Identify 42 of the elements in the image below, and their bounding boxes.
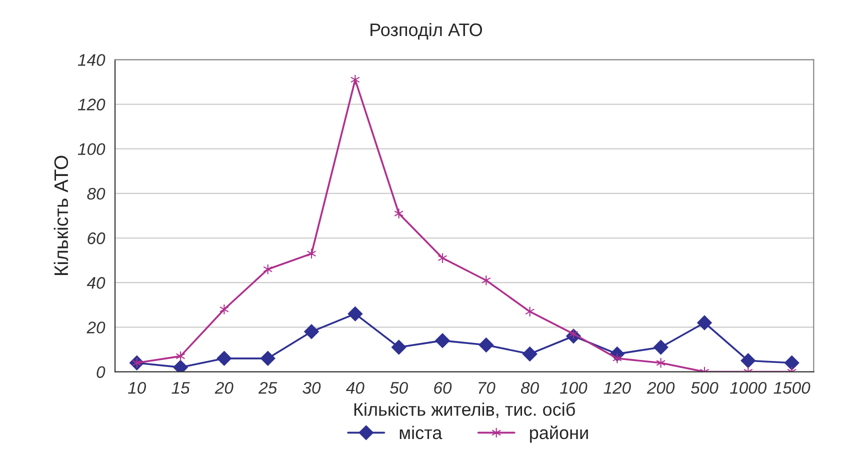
x-tick-label: 40 bbox=[346, 382, 364, 394]
legend-label: міста bbox=[400, 426, 442, 440]
y-tick-label: 140 bbox=[78, 54, 106, 66]
y-tick-label: 100 bbox=[78, 143, 106, 156]
x-tick-label: 20 bbox=[214, 382, 234, 394]
y-tick-label: 40 bbox=[86, 277, 106, 289]
x-tick-label: 1000 bbox=[730, 382, 767, 394]
point bbox=[216, 351, 232, 366]
x-tick-label: 60 bbox=[434, 382, 452, 394]
x-tick-label: 30 bbox=[302, 382, 321, 394]
x-tick-label: 15 bbox=[172, 382, 190, 394]
x-tick-label: 120 bbox=[604, 382, 631, 394]
point bbox=[260, 351, 276, 366]
y-tick-label: 80 bbox=[87, 188, 106, 200]
point bbox=[438, 252, 448, 264]
y-tick-label: 20 bbox=[86, 322, 106, 334]
x-tick-label: 100 bbox=[560, 382, 588, 394]
point bbox=[478, 338, 494, 352]
x-axis-title: Кількість жителів, тис. осіб bbox=[354, 402, 575, 418]
point bbox=[740, 353, 756, 368]
x-tick-label: 10 bbox=[128, 382, 146, 394]
point bbox=[348, 306, 363, 322]
y-tick-label: 60 bbox=[88, 232, 106, 244]
point bbox=[522, 346, 538, 362]
x-tick-label: 1500 bbox=[774, 382, 810, 394]
x-tick-label: 70 bbox=[478, 382, 496, 394]
legend-label: райони bbox=[530, 426, 588, 443]
point bbox=[304, 324, 319, 340]
point bbox=[391, 340, 406, 355]
y-tick-label: 0 bbox=[96, 366, 106, 378]
x-tick-label: 200 bbox=[646, 382, 675, 394]
point bbox=[653, 340, 668, 355]
y-axis-title: Кількість АТО bbox=[54, 156, 68, 275]
x-tick-label: 80 bbox=[521, 382, 539, 394]
chart-title: Розподіл АТО bbox=[370, 22, 482, 40]
x-tick-label: 25 bbox=[258, 382, 278, 394]
point bbox=[435, 333, 450, 348]
point bbox=[697, 315, 712, 330]
x-tick-label: 500 bbox=[690, 382, 718, 394]
point bbox=[784, 355, 800, 370]
x-tick-label: 50 bbox=[390, 382, 408, 394]
y-tick-label: 120 bbox=[78, 98, 106, 110]
